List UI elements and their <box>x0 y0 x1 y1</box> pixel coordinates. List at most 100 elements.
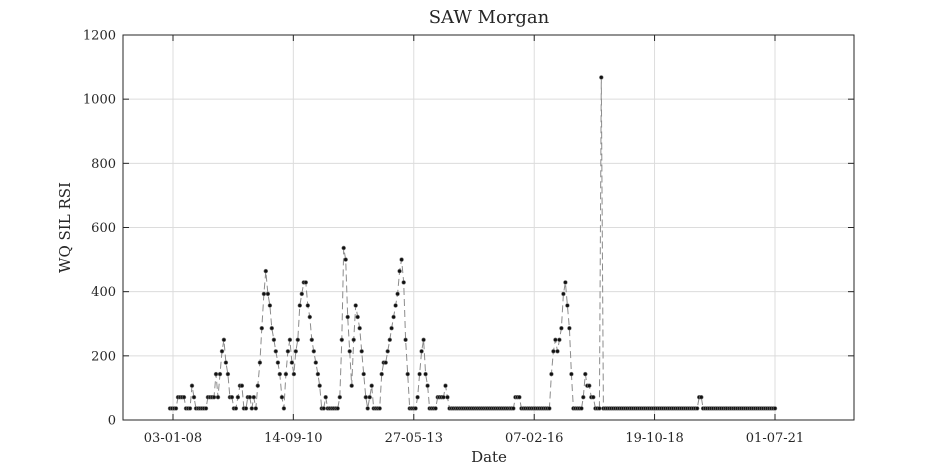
data-point <box>347 349 352 354</box>
y-tick-label: 200 <box>91 349 116 364</box>
data-point <box>363 395 368 400</box>
data-point <box>191 395 197 400</box>
data-point <box>257 360 263 365</box>
data-point <box>313 360 318 365</box>
data-point <box>261 291 267 297</box>
x-tick-label: 03-01-08 <box>144 431 202 446</box>
data-point <box>317 383 322 388</box>
data-point <box>217 371 223 377</box>
data-point <box>555 349 560 354</box>
data-point <box>517 395 522 400</box>
data-point <box>311 349 316 354</box>
x-axis-label: Date <box>471 448 507 466</box>
data-point <box>189 383 195 388</box>
data-point <box>587 383 592 388</box>
data-point <box>361 371 366 377</box>
data-point <box>391 314 396 320</box>
data-point <box>559 326 564 331</box>
data-point <box>401 280 406 285</box>
data-point <box>341 245 346 251</box>
data-point <box>413 406 418 411</box>
data-point <box>357 326 362 331</box>
data-point <box>285 349 291 354</box>
data-point <box>359 349 364 354</box>
data-point <box>581 395 586 400</box>
data-point <box>351 337 356 342</box>
data-point <box>263 268 268 274</box>
data-point <box>567 326 572 331</box>
data-point <box>367 395 372 400</box>
data-point <box>173 406 179 411</box>
data-point <box>219 349 225 354</box>
data-point <box>247 395 253 400</box>
data-point <box>283 371 289 377</box>
data-point <box>289 360 295 365</box>
data-point <box>287 337 293 342</box>
data-point <box>213 371 219 377</box>
data-point <box>365 406 370 411</box>
data-point <box>694 406 700 411</box>
data-point <box>379 371 384 377</box>
y-tick-label: 1200 <box>83 29 116 44</box>
data-point <box>281 406 287 411</box>
data-point <box>337 395 342 400</box>
data-point <box>549 371 554 377</box>
data-point <box>591 395 596 400</box>
x-tick-label: 27-05-13 <box>385 431 443 446</box>
data-point <box>551 349 556 354</box>
data-point <box>445 395 450 400</box>
data-point <box>229 395 235 400</box>
data-point <box>299 291 304 297</box>
data-point <box>343 257 348 262</box>
data-point <box>369 383 374 388</box>
data-point <box>553 337 558 342</box>
data-point <box>349 383 354 388</box>
data-point <box>405 371 410 377</box>
data-point <box>321 406 326 411</box>
data-point <box>417 371 422 377</box>
data-point <box>385 349 390 354</box>
data-point <box>383 360 388 365</box>
data-point <box>345 314 350 320</box>
data-point <box>339 337 344 342</box>
data-point <box>419 349 424 354</box>
data-point <box>291 371 297 377</box>
data-point <box>251 395 257 400</box>
y-tick-label: 400 <box>91 285 116 300</box>
data-point <box>323 395 328 400</box>
data-point <box>239 383 245 388</box>
data-point <box>307 314 312 320</box>
data-point <box>309 337 314 342</box>
series <box>167 75 778 411</box>
axis-ticks: 0 200 400 600 800 1000 1200 03-01-08 14-09-10 27-… <box>83 29 854 446</box>
data-point <box>397 268 402 274</box>
data-point <box>267 303 273 308</box>
data-point <box>399 257 404 262</box>
y-axis-label: WQ SIL RSI <box>56 182 74 273</box>
plot-frame <box>122 34 855 421</box>
data-point <box>772 406 778 411</box>
data-point <box>235 395 241 400</box>
data-point <box>255 383 260 388</box>
data-point <box>221 337 227 342</box>
data-point <box>223 360 229 365</box>
y-tick-label: 600 <box>91 221 116 236</box>
data-point <box>569 371 574 377</box>
chart-title: SAW Morgan <box>429 7 550 28</box>
data-point <box>377 406 382 411</box>
x-tick-label: 01-07-21 <box>746 431 804 446</box>
data-point <box>561 291 566 297</box>
data-point <box>387 337 392 342</box>
data-point <box>269 326 274 331</box>
data-point <box>597 406 602 411</box>
data-point <box>355 314 360 320</box>
data-point <box>211 395 217 400</box>
data-point <box>353 303 358 308</box>
data-point <box>305 303 310 308</box>
data-point <box>265 291 271 297</box>
data-point <box>583 371 588 377</box>
data-point <box>395 291 400 297</box>
data-point <box>273 349 278 354</box>
data-point <box>393 303 398 308</box>
data-point <box>203 406 209 411</box>
